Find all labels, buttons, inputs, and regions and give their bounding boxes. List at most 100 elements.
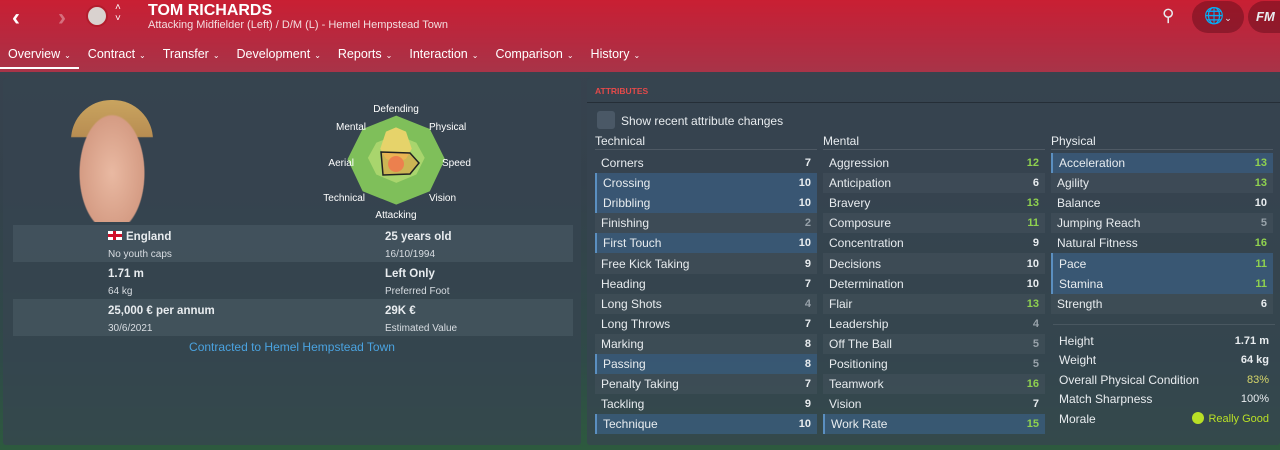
attribute-row[interactable]: Acceleration 13 — [1051, 153, 1273, 174]
attribute-row[interactable]: Leadership 4 — [823, 314, 1045, 334]
attribute-row[interactable]: Crossing 10 — [595, 173, 817, 194]
tab-comparison[interactable]: Comparison ⌄ — [487, 47, 581, 69]
chevron-down-icon: ⌄ — [633, 51, 641, 60]
tab-contract[interactable]: Contract ⌄ — [80, 47, 154, 69]
attribute-row[interactable]: Positioning 5 — [823, 354, 1045, 374]
attribute-row[interactable]: Free Kick Taking 9 — [595, 253, 817, 274]
attribute-value: 13 — [1254, 157, 1267, 170]
fm-logo-button[interactable]: FM — [1248, 1, 1280, 33]
attribute-row[interactable]: Dribbling 10 — [595, 193, 817, 214]
attribute-row[interactable]: Marking 8 — [595, 333, 817, 354]
morale-label: Morale — [1059, 411, 1096, 426]
attribute-name: Acceleration — [1059, 156, 1126, 171]
tab-interaction[interactable]: Interaction ⌄ — [401, 47, 486, 69]
attribute-name: Work Rate — [831, 417, 888, 432]
attributes-title: ATTRIBUTES — [595, 86, 649, 96]
tab-development[interactable]: Development ⌄ — [229, 47, 329, 69]
tab-reports[interactable]: Reports ⌄ — [330, 47, 400, 69]
nation-name: England — [126, 231, 172, 243]
sharpness-label: Match Sharpness — [1059, 392, 1153, 407]
attribute-row[interactable]: Passing 8 — [595, 353, 817, 375]
condition-label: Overall Physical Condition — [1059, 372, 1200, 387]
attribute-row[interactable]: Determination 10 — [823, 274, 1045, 294]
sharpness-value: 100% — [1240, 393, 1269, 406]
attribute-row[interactable]: Long Throws 7 — [595, 314, 817, 334]
contracted-club-link[interactable]: Contracted to Hemel Hempstead Town — [189, 340, 395, 354]
weight-value: 64 kg — [1240, 354, 1269, 367]
attribute-row[interactable]: Decisions 10 — [823, 253, 1045, 274]
attribute-row[interactable]: Strength 6 — [1051, 293, 1273, 314]
attribute-name: Tackling — [601, 397, 645, 412]
attribute-row[interactable]: Teamwork 16 — [823, 374, 1045, 395]
date-of-birth: 16/10/1994 — [385, 249, 436, 260]
attribute-row[interactable]: Pace 11 — [1051, 253, 1273, 274]
club-badge-icon[interactable] — [86, 5, 108, 27]
attribute-row[interactable]: Concentration 9 — [823, 233, 1045, 253]
physical-column: Physical Acceleration 13 Agility 13 Balance 10… — [1051, 134, 1273, 314]
attribute-value: 9 — [1032, 237, 1039, 250]
attribute-row[interactable]: Bravery 13 — [823, 193, 1045, 213]
attribute-name: Dribbling — [603, 196, 651, 211]
attribute-row[interactable]: Corners 7 — [595, 153, 817, 173]
attribute-name: Crossing — [603, 176, 651, 191]
attribute-row[interactable]: Stamina 11 — [1051, 273, 1273, 294]
forward-button[interactable]: › — [58, 4, 66, 31]
chevron-down-icon: ⌄ — [139, 51, 146, 60]
height: 1.71 m — [108, 268, 144, 280]
show-changes-label[interactable]: Show recent attribute changes — [621, 114, 784, 128]
attribute-value: 7 — [1032, 398, 1039, 411]
player-up-down-arrows[interactable]: ˄ ˅ — [115, 2, 121, 24]
sharpness-row: Match Sharpness 100% — [1053, 390, 1275, 410]
youth-caps: No youth caps — [108, 249, 172, 260]
search-icon[interactable]: ⚲ — [1162, 6, 1175, 25]
attribute-value: 10 — [798, 197, 811, 210]
attribute-row[interactable]: Natural Fitness 16 — [1051, 233, 1273, 253]
attribute-row[interactable]: Off The Ball 5 — [823, 333, 1045, 354]
england-flag-icon — [108, 231, 122, 240]
attribute-row[interactable]: Composure 11 — [823, 213, 1045, 234]
attribute-row[interactable]: Anticipation 6 — [823, 173, 1045, 194]
attribute-value: 4 — [1032, 317, 1039, 330]
attribute-row[interactable]: Vision 7 — [823, 394, 1045, 414]
attribute-row[interactable]: Penalty Taking 7 — [595, 374, 817, 395]
back-button[interactable]: ‹ — [12, 4, 20, 31]
attribute-name: Bravery — [829, 196, 871, 211]
chevron-down-icon: ⌄ — [566, 51, 574, 60]
attribute-value: 7 — [804, 157, 811, 170]
attribute-value: 12 — [1026, 157, 1039, 170]
attribute-name: Technique — [603, 417, 658, 432]
attribute-value: 13 — [1026, 297, 1039, 310]
attribute-name: Strength — [1057, 296, 1103, 311]
attribute-row[interactable]: Balance 10 — [1051, 193, 1273, 213]
attribute-value: 7 — [804, 378, 811, 391]
tab-history[interactable]: History ⌄ — [583, 47, 649, 69]
attribute-row[interactable]: Agility 13 — [1051, 173, 1273, 194]
preferred-foot-label: Preferred Foot — [385, 286, 450, 297]
attribute-row[interactable]: Long Shots 4 — [595, 293, 817, 314]
attributes-panel: ATTRIBUTES Show recent attribute changes… — [587, 78, 1280, 445]
attribute-row[interactable]: Work Rate 15 — [823, 414, 1045, 435]
chevron-down-icon: ⌄ — [471, 51, 479, 60]
attribute-row[interactable]: Technique 10 — [595, 414, 817, 435]
attribute-row[interactable]: Heading 7 — [595, 274, 817, 294]
attribute-value: 7 — [804, 317, 811, 330]
attribute-name: Corners — [601, 156, 644, 171]
attribute-value: 11 — [1027, 217, 1039, 230]
attribute-row[interactable]: Flair 13 — [823, 293, 1045, 314]
attribute-row[interactable]: Finishing 2 — [595, 213, 817, 234]
attribute-name: Aggression — [829, 156, 890, 171]
attribute-row[interactable]: Tackling 9 — [595, 394, 817, 414]
attribute-row[interactable]: Jumping Reach 5 — [1051, 213, 1273, 234]
attribute-name: Off The Ball — [829, 336, 892, 351]
attribute-name: Free Kick Taking — [601, 256, 690, 271]
attribute-row[interactable]: Aggression 12 — [823, 153, 1045, 173]
tab-transfer[interactable]: Transfer ⌄ — [155, 47, 228, 69]
attribute-row[interactable]: First Touch 10 — [595, 233, 817, 254]
show-changes-checkbox[interactable] — [597, 111, 615, 129]
attribute-value: 2 — [804, 217, 811, 230]
radar-label-defending: Defending — [373, 104, 419, 115]
attribute-name: Heading — [601, 276, 646, 291]
info-row-contract: 25,000 € per annum 30/6/2021 29K € Estim… — [13, 299, 573, 336]
tab-overview[interactable]: Overview ⌄ — [0, 47, 79, 69]
globe-menu-button[interactable]: 🌐⌄ — [1192, 1, 1244, 33]
